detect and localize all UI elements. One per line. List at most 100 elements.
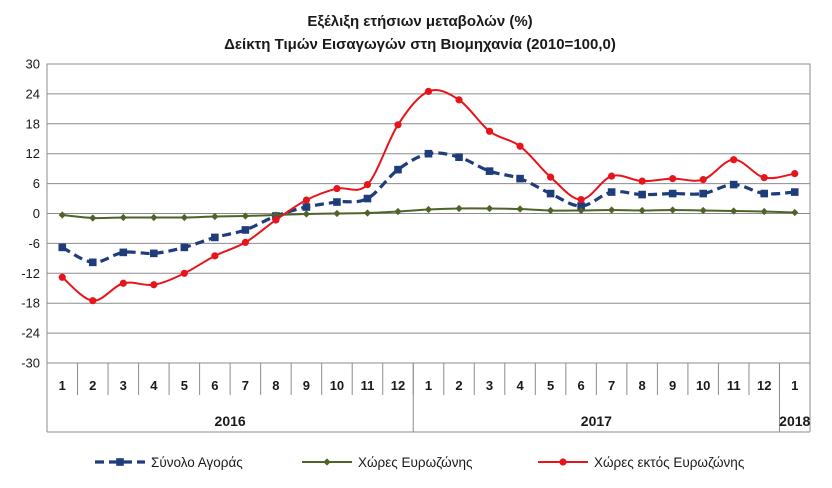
data-point: [607, 188, 616, 196]
data-point: [668, 189, 677, 198]
data-point: [608, 172, 616, 180]
x-tick-label: 3: [486, 378, 493, 393]
data-point: [211, 212, 219, 221]
data-point: [485, 204, 494, 213]
data-point: [333, 209, 341, 218]
data-point: [546, 173, 555, 181]
y-tick-label: -24: [21, 326, 40, 341]
data-point: [699, 206, 707, 215]
series-2: [58, 204, 799, 222]
data-point: [424, 205, 433, 214]
y-tick-label: 6: [33, 176, 40, 191]
x-tick-label: 3: [120, 378, 127, 393]
legend: Σύνολο Αγοράς Χώρες Ευρωζώνης Χώρες εκτός …: [95, 455, 745, 470]
data-point: [455, 153, 463, 161]
data-point: [180, 243, 189, 252]
data-point: [333, 184, 341, 193]
data-point: [577, 195, 585, 204]
data-point: [455, 204, 463, 213]
data-point: [760, 207, 768, 216]
legend-swatch-marker: [323, 458, 331, 466]
x-tick-label: 6: [211, 378, 218, 393]
data-point: [577, 206, 585, 215]
data-point: [88, 258, 97, 267]
data-point: [58, 211, 66, 219]
y-tick-label: 12: [26, 146, 40, 161]
data-point: [730, 207, 738, 215]
x-tick-label: 9: [669, 378, 676, 393]
data-point: [546, 189, 555, 198]
data-point: [516, 174, 524, 183]
x-tick-label: 5: [547, 378, 554, 393]
x-tick-label: 11: [727, 378, 741, 393]
y-tick-label: 18: [26, 116, 40, 131]
data-point: [363, 209, 372, 217]
data-point: [394, 207, 402, 216]
data-point: [272, 211, 280, 219]
data-point: [424, 149, 433, 158]
data-point: [119, 248, 128, 257]
y-tick-label: -12: [21, 266, 40, 281]
y-tick-label: -30: [21, 356, 40, 371]
chart-title-line-2: Δείκτη Τιμών Εισαγωγών στη Βιομηχανία (2…: [224, 36, 616, 53]
data-point: [760, 174, 768, 182]
data-point: [608, 206, 616, 214]
data-point: [302, 203, 311, 211]
data-point: [394, 165, 402, 174]
y-tick-label: 24: [26, 86, 40, 101]
data-point: [58, 243, 67, 252]
data-point: [119, 213, 127, 222]
data-point: [699, 189, 707, 198]
x-tick-label: 10: [696, 378, 710, 393]
x-tick-label: 5: [181, 378, 188, 393]
data-point: [699, 176, 707, 184]
data-point: [333, 198, 341, 206]
x-tick-label: 10: [330, 378, 344, 393]
data-point: [241, 226, 250, 234]
x-tick-label: 12: [757, 378, 771, 393]
legend-label: Σύνολο Αγοράς: [151, 455, 243, 470]
x-tick-label: 11: [361, 378, 375, 393]
y-tick-label: -6: [28, 236, 40, 251]
x-tick-label: 7: [608, 378, 615, 393]
legend-label: Χώρες Ευρωζώνης: [358, 455, 473, 470]
x-tick-label: 2: [89, 378, 96, 393]
x-tick-label: 9: [303, 378, 310, 393]
data-point: [150, 213, 158, 222]
data-point: [272, 216, 280, 224]
data-point: [89, 214, 97, 222]
data-point: [791, 170, 799, 178]
data-point: [638, 190, 646, 199]
data-point: [638, 177, 646, 185]
data-point: [58, 273, 66, 281]
data-point: [89, 297, 97, 305]
data-point: [119, 279, 127, 287]
year-label: 2016: [215, 413, 246, 429]
data-point: [546, 206, 555, 215]
data-point: [790, 188, 799, 196]
x-tick-label: 1: [791, 378, 798, 393]
data-point: [485, 127, 494, 135]
data-point: [485, 167, 494, 175]
data-point: [730, 156, 738, 164]
data-point: [669, 206, 677, 214]
data-point: [363, 194, 372, 203]
y-tick-label: 30: [26, 57, 40, 72]
data-point: [211, 233, 219, 242]
legend-item-1: Σύνολο Αγοράς: [95, 455, 243, 470]
data-point: [302, 196, 311, 204]
x-tick-label: 8: [272, 378, 279, 393]
year-label: 2017: [581, 413, 612, 429]
data-point: [424, 87, 433, 96]
series-3: [58, 87, 799, 305]
x-tick-label: 4: [516, 378, 524, 393]
x-tick-label: 1: [425, 378, 432, 393]
data-point: [791, 208, 799, 217]
y-tick-label: -18: [21, 296, 40, 311]
legend-item-3: Χώρες εκτός Ευρωζώνης: [538, 455, 745, 470]
data-point: [516, 142, 524, 150]
legend-swatch-marker: [116, 458, 124, 466]
x-tick-label: 12: [391, 378, 405, 393]
data-point: [180, 213, 188, 222]
